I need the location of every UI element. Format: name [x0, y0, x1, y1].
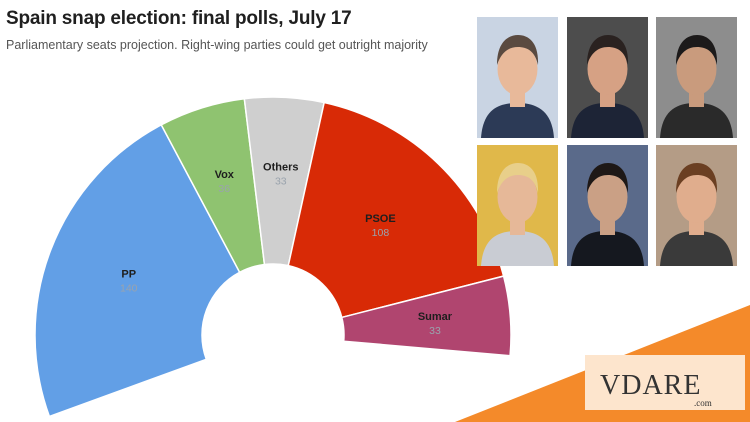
slice-value-pp: 140	[120, 283, 138, 295]
portrait-1-icon	[477, 17, 558, 138]
slice-value-vox: 36	[218, 183, 230, 195]
slice-label-vox: Vox	[215, 169, 235, 181]
portrait-2-icon	[567, 17, 648, 138]
brand-logo: VDARE	[600, 370, 702, 401]
portrait-6-icon	[656, 145, 737, 266]
portrait-4-icon	[477, 145, 558, 266]
portrait-3-icon	[656, 17, 737, 138]
slice-value-others: 33	[275, 176, 287, 188]
slice-label-pp: PP	[121, 269, 136, 281]
slice-label-others: Others	[263, 162, 298, 174]
chart-subtitle: Parliamentary seats projection. Right-wi…	[6, 38, 428, 52]
brand-suffix: .com	[694, 398, 712, 408]
slice-value-psoe: 108	[372, 227, 390, 239]
slice-label-sumar: Sumar	[418, 311, 453, 323]
slice-label-psoe: PSOE	[365, 213, 396, 225]
slice-value-sumar: 33	[429, 325, 441, 337]
chart-title: Spain snap election: final polls, July 1…	[6, 8, 352, 29]
portrait-5-icon	[567, 145, 648, 266]
slice-pp	[34, 123, 241, 418]
